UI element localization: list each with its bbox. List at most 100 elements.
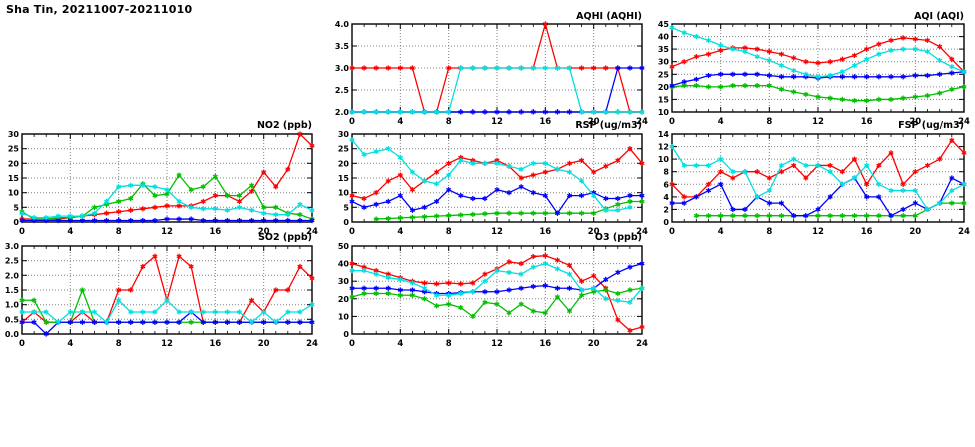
svg-text:2.0: 2.0 bbox=[335, 108, 350, 117]
svg-text:12: 12 bbox=[812, 117, 824, 127]
svg-text:2.0: 2.0 bbox=[5, 271, 20, 280]
svg-text:1.5: 1.5 bbox=[5, 286, 20, 295]
svg-text:4: 4 bbox=[67, 227, 73, 237]
plot-area-no2: 0 5 10 15 20 25 30 0 4 8 12 16 20 24 bbox=[0, 120, 322, 240]
chart-panel-aqhi: AQHI (AQHI) 2.0 2.5 3.0 3.5 4.0 0 4 8 12 16 20 24 bbox=[330, 11, 652, 130]
svg-text:16: 16 bbox=[209, 339, 221, 349]
chart-title-so2: SO2 (ppb) bbox=[258, 232, 312, 243]
chart-title-rsp: RSP (ug/m3) bbox=[575, 120, 642, 131]
plot-area-aqi: 10 15 20 25 30 35 40 45 0 4 8 12 16 20 24 bbox=[650, 11, 974, 130]
svg-text:6: 6 bbox=[663, 180, 669, 189]
svg-text:3.5: 3.5 bbox=[335, 42, 350, 51]
svg-text:30: 30 bbox=[8, 130, 20, 139]
svg-text:12: 12 bbox=[658, 143, 669, 152]
svg-text:3.0: 3.0 bbox=[335, 64, 350, 73]
svg-text:16: 16 bbox=[861, 117, 873, 127]
svg-text:30: 30 bbox=[338, 277, 350, 286]
svg-text:2: 2 bbox=[663, 205, 669, 214]
svg-text:25: 25 bbox=[8, 145, 20, 154]
chart-title-no2: NO2 (ppb) bbox=[256, 120, 312, 131]
svg-text:12: 12 bbox=[161, 339, 173, 349]
svg-text:12: 12 bbox=[812, 227, 824, 237]
svg-text:4: 4 bbox=[663, 193, 669, 202]
svg-text:0: 0 bbox=[13, 218, 19, 227]
svg-text:0: 0 bbox=[343, 330, 349, 339]
svg-text:24: 24 bbox=[636, 117, 648, 127]
svg-text:35: 35 bbox=[658, 45, 670, 54]
svg-text:8: 8 bbox=[766, 227, 772, 237]
svg-text:0: 0 bbox=[669, 227, 675, 237]
svg-text:4: 4 bbox=[397, 117, 403, 127]
svg-text:14: 14 bbox=[658, 130, 670, 139]
svg-text:15: 15 bbox=[658, 95, 670, 104]
svg-text:0.5: 0.5 bbox=[5, 315, 20, 324]
svg-text:12: 12 bbox=[491, 117, 503, 127]
svg-text:4: 4 bbox=[397, 339, 403, 349]
svg-text:12: 12 bbox=[161, 227, 173, 237]
svg-text:8: 8 bbox=[446, 227, 452, 237]
svg-text:8: 8 bbox=[116, 339, 122, 349]
svg-text:20: 20 bbox=[658, 83, 670, 92]
svg-text:25: 25 bbox=[658, 70, 670, 79]
svg-text:2.5: 2.5 bbox=[5, 257, 20, 266]
svg-text:15: 15 bbox=[338, 174, 350, 183]
plot-area-o3: 0 10 20 30 40 50 0 4 8 12 16 20 24 bbox=[330, 232, 652, 352]
svg-text:10: 10 bbox=[338, 189, 350, 198]
svg-text:10: 10 bbox=[8, 189, 20, 198]
svg-text:24: 24 bbox=[636, 227, 648, 237]
chart-panel-aqi: AQI (AQI) 10 15 20 25 30 35 40 45 0 4 8 12 16 20 24 bbox=[650, 11, 974, 130]
svg-text:0: 0 bbox=[349, 117, 355, 127]
plot-area-so2: 0.0 0.5 1.0 1.5 2.0 2.5 3.0 0 4 8 12 16 20 24 bbox=[0, 232, 322, 352]
svg-text:16: 16 bbox=[539, 117, 551, 127]
svg-text:0: 0 bbox=[349, 227, 355, 237]
svg-text:24: 24 bbox=[306, 227, 318, 237]
chart-panel-o3: O3 (ppb) 0 10 20 30 40 50 0 4 8 12 16 20 24 bbox=[330, 232, 652, 352]
chart-title-aqhi: AQHI (AQHI) bbox=[576, 11, 642, 22]
svg-text:2.5: 2.5 bbox=[335, 86, 350, 95]
svg-text:3.0: 3.0 bbox=[5, 242, 20, 251]
svg-text:20: 20 bbox=[258, 227, 270, 237]
svg-text:8: 8 bbox=[446, 117, 452, 127]
chart-title-o3: O3 (ppb) bbox=[594, 232, 642, 243]
svg-text:12: 12 bbox=[491, 339, 503, 349]
svg-text:0: 0 bbox=[19, 227, 25, 237]
svg-text:10: 10 bbox=[658, 108, 670, 117]
svg-text:20: 20 bbox=[588, 227, 600, 237]
svg-text:16: 16 bbox=[861, 227, 873, 237]
chart-panel-fsp: FSP (ug/m3) 0 2 4 6 8 10 12 14 0 4 8 12 16 20 24 bbox=[650, 120, 974, 240]
svg-text:40: 40 bbox=[658, 33, 670, 42]
svg-text:0: 0 bbox=[343, 218, 349, 227]
svg-text:15: 15 bbox=[8, 174, 20, 183]
svg-text:24: 24 bbox=[306, 339, 318, 349]
plot-area-aqhi: 2.0 2.5 3.0 3.5 4.0 0 4 8 12 16 20 24 bbox=[330, 11, 652, 130]
svg-text:20: 20 bbox=[588, 339, 600, 349]
chart-panel-so2: SO2 (ppb) 0.0 0.5 1.0 1.5 2.0 2.5 3.0 0 4 8 12 16 20 2… bbox=[0, 232, 322, 352]
svg-text:25: 25 bbox=[338, 145, 350, 154]
svg-text:10: 10 bbox=[658, 155, 670, 164]
svg-text:10: 10 bbox=[338, 312, 350, 321]
svg-text:4: 4 bbox=[718, 117, 724, 127]
svg-text:30: 30 bbox=[658, 58, 670, 67]
plot-area-rsp: 0 5 10 15 20 25 30 0 4 8 12 16 20 24 bbox=[330, 120, 652, 240]
svg-text:4: 4 bbox=[718, 227, 724, 237]
svg-text:24: 24 bbox=[636, 339, 648, 349]
svg-text:12: 12 bbox=[491, 227, 503, 237]
chart-title-aqi: AQI (AQI) bbox=[914, 11, 964, 22]
svg-text:0.0: 0.0 bbox=[5, 330, 20, 339]
svg-text:0: 0 bbox=[19, 339, 25, 349]
svg-text:0: 0 bbox=[669, 117, 675, 127]
svg-text:8: 8 bbox=[766, 117, 772, 127]
svg-text:20: 20 bbox=[909, 117, 921, 127]
svg-text:8: 8 bbox=[116, 227, 122, 237]
svg-text:24: 24 bbox=[958, 227, 970, 237]
svg-text:5: 5 bbox=[343, 203, 349, 212]
svg-text:8: 8 bbox=[663, 168, 669, 177]
chart-panel-rsp: RSP (ug/m3) 0 5 10 15 20 25 30 0 4 8 12 16 20 24 bbox=[330, 120, 652, 240]
svg-text:20: 20 bbox=[338, 295, 350, 304]
svg-text:0: 0 bbox=[663, 218, 669, 227]
svg-text:8: 8 bbox=[446, 339, 452, 349]
chart-panel-no2: NO2 (ppb) 0 5 10 15 20 25 30 0 4 8 12 16 20 24 bbox=[0, 120, 322, 240]
page-title: Sha Tin, 20211007-20211010 bbox=[6, 3, 193, 16]
svg-text:20: 20 bbox=[588, 117, 600, 127]
